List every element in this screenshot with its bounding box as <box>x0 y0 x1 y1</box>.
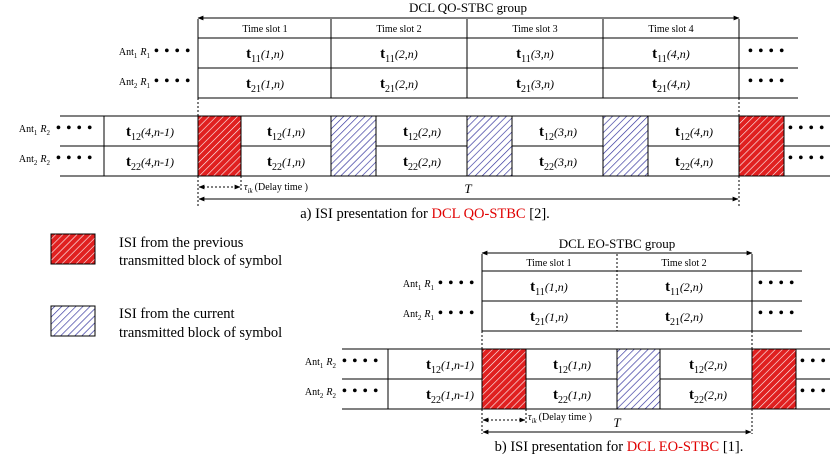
symbol-cell: t12(4,n-1) <box>126 124 174 143</box>
delay-label: τik (Delay time ) <box>244 182 308 195</box>
ellipsis-dots: • • • • <box>800 384 830 399</box>
legend-previous-line2: transmitted block of symbol <box>119 253 282 269</box>
group-label: DCL QO-STBC group <box>409 0 527 15</box>
legend: ISI from the previous transmitted block … <box>50 233 282 341</box>
symbol-cell: t21(1,n) <box>530 309 568 328</box>
symbol-cell: t12(1,n-1) <box>426 357 474 376</box>
symbol-cell: t21(1,n) <box>246 76 284 95</box>
ellipsis-dots: • • • • <box>788 151 825 166</box>
symbol-cell: t12(2,n) <box>689 357 727 376</box>
time-slot-label: Time slot 1 <box>242 24 287 35</box>
ellipsis-dots: • • • • <box>800 354 830 369</box>
ellipsis-dots: • • • • <box>748 74 785 89</box>
time-slot-label: Time slot 4 <box>648 24 693 35</box>
isi-current-block <box>616 348 661 410</box>
qo-stbc-diagram: DCL QO-STBC group <box>19 0 830 222</box>
symbol-cell: t11(1,n) <box>530 279 568 298</box>
caption-b: b) ISI presentation for DCL EO-STBC [1]. <box>495 439 744 455</box>
symbol-cell: t22(2,n) <box>689 387 727 406</box>
legend-previous-line1: ISI from the previous <box>119 235 244 251</box>
symbol-cell: t22(4,n) <box>675 154 713 173</box>
ellipsis-dots: • • • • <box>758 306 795 321</box>
isi-previous-block <box>751 348 797 410</box>
period-label: T <box>613 415 621 430</box>
ellipsis-dots: • • • • <box>788 121 825 136</box>
caption-a: a) ISI presentation for DCL QO-STBC [2]. <box>300 206 550 222</box>
symbol-cell: t22(3,n) <box>539 154 577 173</box>
isi-previous-block <box>481 348 527 410</box>
ellipsis-dots: • • • • <box>748 44 785 59</box>
symbol-cell: t22(1,n-1) <box>426 387 474 406</box>
row-label: Ant2 R1 <box>403 309 435 322</box>
ellipsis-dots: • • • • <box>438 276 475 291</box>
group-label: DCL EO-STBC group <box>559 236 676 251</box>
eo-stbc-diagram: DCL EO-STBC group <box>305 236 830 455</box>
ellipsis-dots: • • • • <box>56 151 93 166</box>
legend-current-line2: transmitted block of symbol <box>119 325 282 341</box>
period-label: T <box>464 181 472 196</box>
ellipsis-dots: • • • • <box>154 44 191 59</box>
ellipsis-dots: • • • • <box>438 306 475 321</box>
row-label: Ant1 R2 <box>19 124 51 137</box>
symbol-cell: t22(2,n) <box>403 154 441 173</box>
symbol-cell: t21(2,n) <box>665 309 703 328</box>
symbol-cell: t11(1,n) <box>246 46 284 65</box>
time-slot-label: Time slot 2 <box>661 258 706 269</box>
symbol-cell: t12(2,n) <box>403 124 441 143</box>
row-label: Ant1 R1 <box>119 47 151 60</box>
isi-current-block <box>602 115 649 177</box>
ellipsis-dots: • • • • <box>758 276 795 291</box>
symbol-cell: t22(1,n) <box>267 154 305 173</box>
time-slot-label: Time slot 3 <box>512 24 557 35</box>
ellipsis-dots: • • • • <box>342 354 379 369</box>
symbol-cell: t12(1,n) <box>553 357 591 376</box>
ellipsis-dots: • • • • <box>56 121 93 136</box>
row-label: Ant1 R1 <box>403 279 435 292</box>
isi-previous-block <box>197 115 242 177</box>
symbol-cell: t11(2,n) <box>380 46 418 65</box>
isi-previous-block <box>738 115 785 177</box>
row-label: Ant2 R1 <box>119 77 151 90</box>
row-label: Ant2 R2 <box>305 387 337 400</box>
symbol-cell: t11(4,n) <box>652 46 690 65</box>
ellipsis-dots: • • • • <box>154 74 191 89</box>
legend-current-line1: ISI from the current <box>119 306 235 322</box>
legend-swatch-previous <box>50 233 96 265</box>
row-label: Ant2 R2 <box>19 154 51 167</box>
symbol-cell: t11(3,n) <box>516 46 554 65</box>
symbol-cell: t12(3,n) <box>539 124 577 143</box>
symbol-cell: t21(2,n) <box>380 76 418 95</box>
time-slot-label: Time slot 1 <box>526 258 571 269</box>
symbol-cell: t11(2,n) <box>665 279 703 298</box>
row-label: Ant1 R2 <box>305 357 337 370</box>
symbol-cell: t12(4,n) <box>675 124 713 143</box>
isi-current-block <box>466 115 513 177</box>
ellipsis-dots: • • • • <box>342 384 379 399</box>
isi-current-block <box>330 115 377 177</box>
symbol-cell: t22(1,n) <box>553 387 591 406</box>
delay-label: τik (Delay time ) <box>528 412 592 425</box>
legend-swatch-current <box>50 305 96 337</box>
time-slot-label: Time slot 2 <box>376 24 421 35</box>
symbol-cell: t22(4,n-1) <box>126 154 174 173</box>
symbol-cell: t12(1,n) <box>267 124 305 143</box>
symbol-cell: t21(4,n) <box>652 76 690 95</box>
symbol-cell: t21(3,n) <box>516 76 554 95</box>
